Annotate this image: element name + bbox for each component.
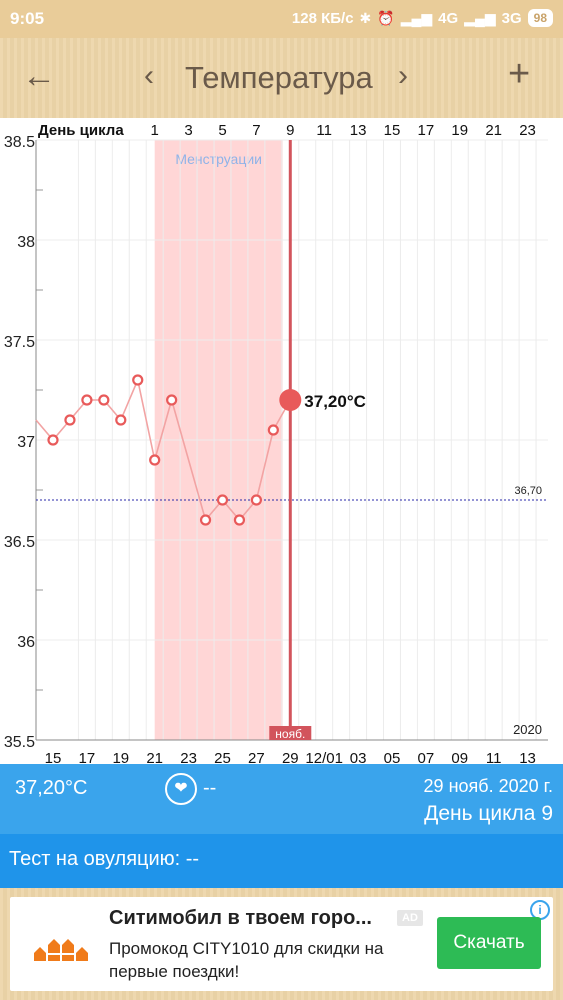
x-tick-label: 15 [45,750,62,764]
data-point [267,424,279,436]
data-point [115,414,127,426]
data-point [250,494,262,506]
top-tick-label: 13 [350,122,367,139]
data-point [98,394,110,406]
selected-temperature: 37,20°C [15,777,88,799]
top-tick-label: 3 [184,122,192,139]
x-tick-label: 21 [146,750,163,764]
selected-date: 29 нояб. 2020 г. [423,776,553,796]
app-bar: ← ‹ Температура › + [0,38,563,119]
top-tick-label: 23 [519,122,536,139]
ovulation-test-label: Тест на овуляцию: -- [9,848,200,870]
bluetooth-icon: ✱ [359,9,372,26]
y-tick-label: 38 [17,234,35,251]
x-tick-label: 25 [214,750,231,764]
data-point [149,454,161,466]
page-title: Температура [185,60,373,95]
x-tick-label: 13 [519,750,536,764]
cycle-day: День цикла 9 [424,802,553,825]
x-tick-label: 11 [486,750,502,764]
x-tick-label: 17 [79,750,96,764]
top-axis-label: День цикла [38,122,124,139]
y-tick-label: 36.5 [4,534,35,551]
arrow-left-icon[interactable]: ← [22,57,56,95]
heart-value: -- [203,777,217,799]
citymobil-logo-icon [34,939,88,961]
y-tick-label: 35.5 [4,734,35,751]
heart-icon[interactable]: ❤ [165,773,197,805]
battery-icon: 98 [527,9,553,27]
data-point [199,514,212,526]
x-tick-label: 07 [418,750,435,764]
x-tick-label: 23 [180,750,197,764]
network-speed: 128 КБ/с [291,9,354,27]
x-tick-label: 05 [384,750,401,764]
x-tick-label: 29 [282,750,299,764]
month-marker-bg [269,726,312,740]
y-tick-label: 38.5 [4,134,35,151]
data-point [233,514,246,526]
top-tick-label: 17 [418,122,435,139]
signal-icon: ▂▄▆ [400,9,433,26]
data-point [47,434,59,446]
y-tick-label: 36 [17,634,35,651]
ad-banner[interactable]: Ситимобил в твоем горо... AD i Промокод … [10,897,553,991]
data-point [132,374,144,386]
selected-point [279,389,302,411]
cover-line-label: 36,70 [514,485,542,497]
chevron-left-icon[interactable]: ‹ [144,59,154,92]
y-tick-label: 37 [17,434,35,451]
temperature-chart[interactable]: Менструации 38.5 38 37.5 37 36.5 36 35.5 День ци… [0,118,563,764]
x-tick-label: 19 [112,750,129,764]
status-right: 128 КБ/с ✱ ⏰ ▂▄▆ 4G ▂▄▆ 3G 98 [292,9,553,27]
network-type-2: 3G [501,9,522,27]
data-point [216,494,229,506]
x-tick-label: 12/01 [305,750,343,764]
chevron-right-icon[interactable]: › [398,59,408,92]
data-point [166,394,178,406]
status-time: 9:05 [10,9,45,28]
top-tick-label: 5 [218,122,226,139]
top-tick-label: 7 [252,122,260,139]
alarm-icon: ⏰ [377,9,395,26]
x-tick-label: 03 [350,750,367,764]
year-label: 2020 [513,722,542,737]
x-tick-label: 27 [248,750,265,764]
y-tick-label: 37.5 [4,334,35,351]
data-point [81,394,93,406]
top-tick-label: 21 [485,122,502,139]
signal-icon-2: ▂▄▆ [464,9,496,26]
ad-badge: AD [397,910,423,926]
ad-headline[interactable]: Ситимобил в твоем горо... [109,907,372,929]
plus-icon[interactable]: + [508,53,531,95]
data-point [64,414,76,426]
top-tick-label: 19 [451,122,468,139]
month-marker: нояб. [275,727,305,741]
selected-value-label: 37,20°C [304,392,366,411]
top-tick-label: 11 [316,122,332,139]
top-tick-label: 15 [384,122,401,139]
top-tick-label: 9 [286,122,294,139]
info-panel: 37,20°C ❤ -- 29 нояб. 2020 г. День цикла… [0,764,563,834]
ad-download-button[interactable]: Скачать [437,917,541,969]
top-tick-label: 1 [151,122,159,139]
status-bar: 9:05 128 КБ/с ✱ ⏰ ▂▄▆ 4G ▂▄▆ 3G 98 [0,0,563,38]
x-tick-label: 09 [451,750,468,764]
period-label: Менструации [175,151,262,167]
ad-body: Промокод CITY1010 для скидки на первые п… [109,939,384,981]
ovulation-test-row[interactable]: Тест на овуляцию: -- [0,834,563,888]
network-type-1: 4G [438,9,459,27]
ad-container: Ситимобил в твоем горо... AD i Промокод … [0,888,563,1000]
